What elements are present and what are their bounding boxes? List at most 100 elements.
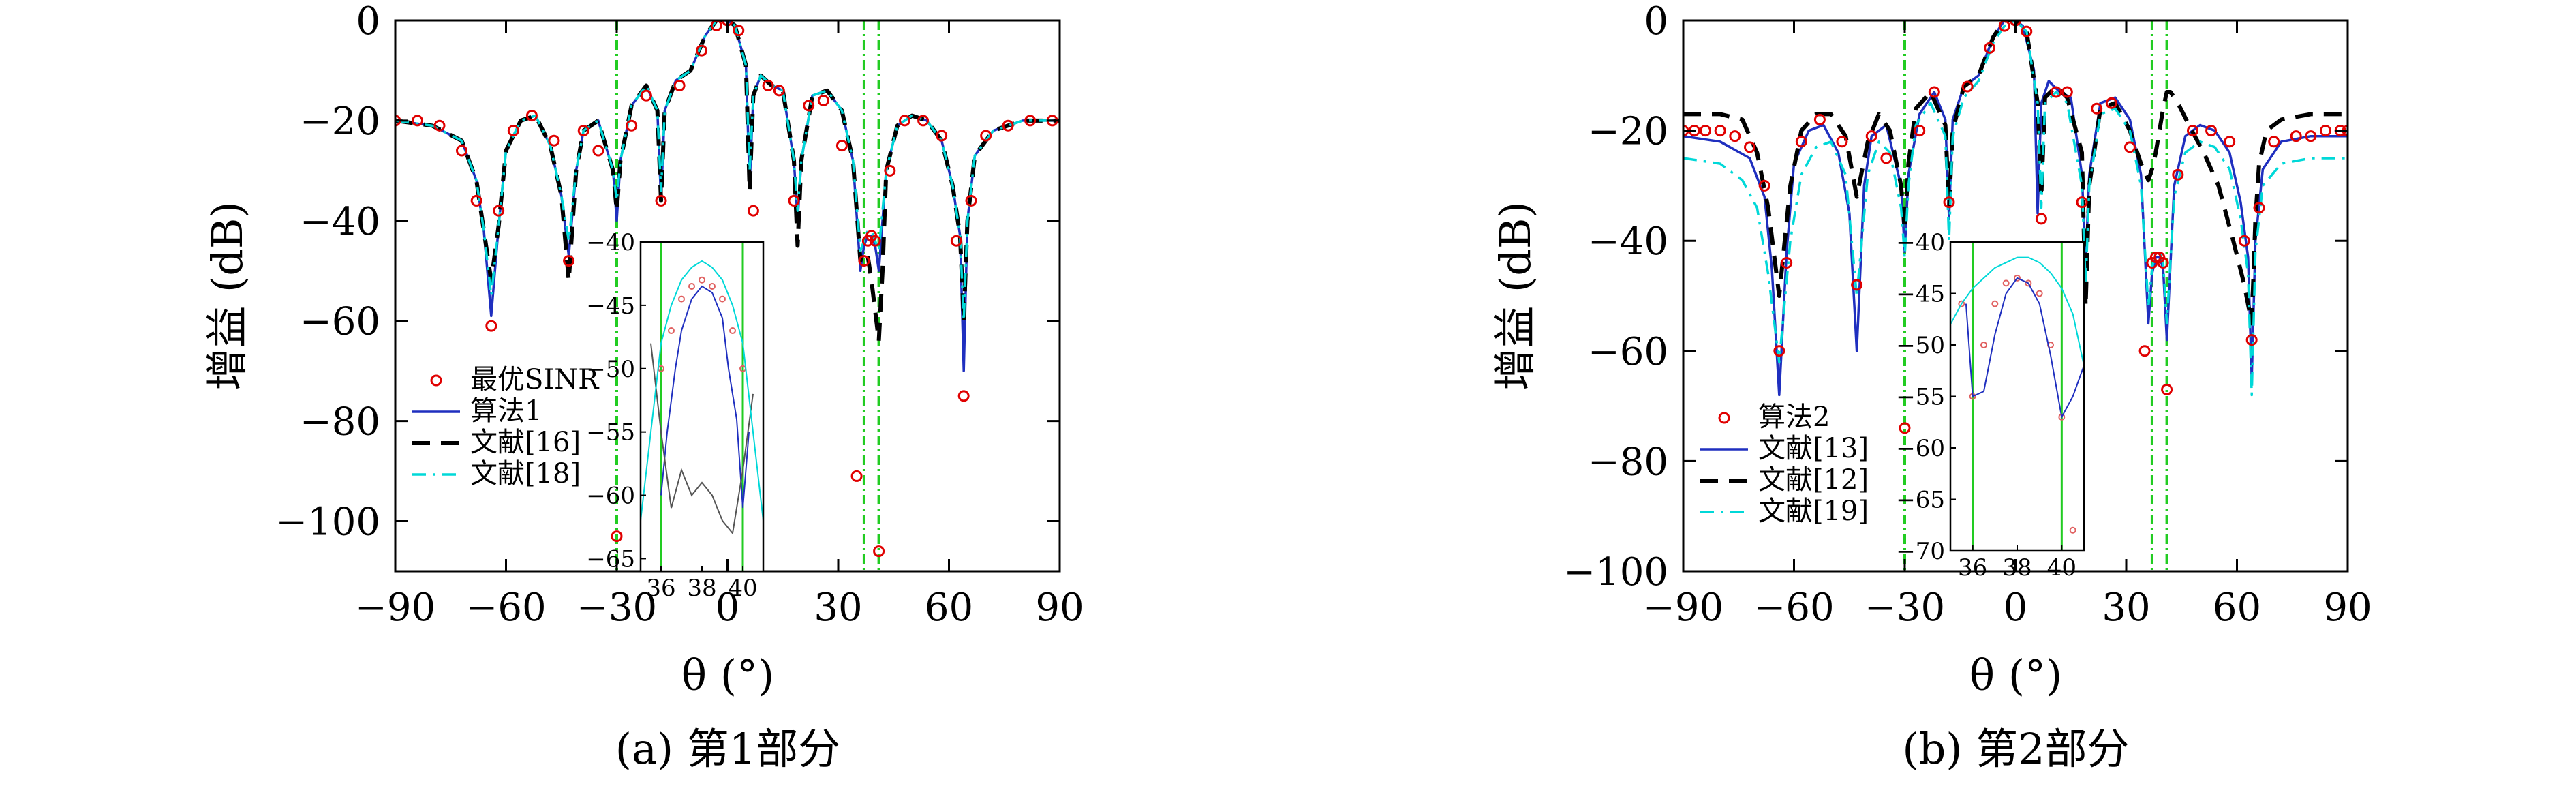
series-point-a-4: [470, 194, 482, 207]
inset-ytick-label-b-5: −65: [1896, 487, 1945, 514]
series-point-a-22: [747, 205, 759, 217]
series-point-b-42: [2245, 334, 2258, 346]
inset-ytick-label-b-0: −40: [1896, 229, 1945, 256]
series-point-b-12: [1851, 279, 1863, 291]
series-point-a-30: [858, 255, 870, 267]
y-ticks-a: 0 −20 −40 −60 −80 −100: [275, 0, 1060, 545]
series-point-b-31: [2138, 345, 2151, 357]
series-point-a-23: [762, 79, 774, 91]
series-point-b-44: [2268, 136, 2280, 148]
series-point-a-11: [577, 125, 589, 137]
x-axis-label-b: θ (°): [1969, 650, 2062, 700]
inset-point-b-0: [1958, 300, 1965, 307]
series-line-a-2: [395, 20, 1060, 344]
inset-xtick-label-b-2: 40: [2047, 554, 2076, 581]
inset-ytick-label-b-1: −45: [1896, 281, 1945, 308]
inset-xtick-label-b-1: 38: [2002, 554, 2031, 581]
series-point-b-25: [2050, 86, 2062, 98]
series-point-a-3: [456, 145, 467, 157]
series-point-b-26: [2061, 86, 2073, 98]
y-tick-label-b-5: −100: [1563, 550, 1668, 594]
series-point-b-4: [1729, 130, 1741, 142]
series-point-a-6: [493, 205, 505, 217]
inset-point-a-3: [688, 283, 695, 290]
x-ticks-a: −90 −60 −30 0 30 60 90: [355, 20, 1084, 630]
series-point-b-41: [2238, 235, 2250, 247]
series-point-b-45: [2290, 130, 2302, 142]
inset-point-b-10: [2069, 526, 2076, 534]
series-point-a-15: [640, 89, 652, 102]
series-point-b-28: [2091, 102, 2103, 115]
inset-ytick-label-a-5: −65: [586, 545, 635, 573]
series-point-a-33: [869, 235, 881, 247]
series-point-b-38: [2187, 125, 2198, 137]
inset-ytick-label-b-3: −55: [1896, 384, 1945, 411]
legend-label-a-3: 文献[18]: [470, 458, 581, 489]
y-tick-label-a-2: −40: [300, 200, 380, 244]
inset-ytick-label-b-4: −60: [1896, 435, 1945, 462]
x-tick-label-b-2: −30: [1865, 586, 1945, 630]
x-axis-label-a: θ (°): [681, 650, 774, 700]
y-tick-label-a-0: 0: [356, 0, 380, 44]
series-point-a-8: [525, 110, 538, 122]
inset-xtick-label-a-1: 38: [687, 575, 716, 602]
series-point-b-15: [1899, 422, 1911, 434]
inset-point-a-7: [729, 327, 736, 335]
series-line-b-2: [1683, 20, 2348, 326]
series-line-b-3: [1683, 20, 2348, 397]
inset-point-a-4: [699, 276, 705, 284]
inset-point-b-6: [2025, 279, 2032, 287]
inset-line-b-1: [1965, 277, 2084, 419]
legend-marker-b-0: [1718, 412, 1730, 424]
series-point-a-36: [899, 115, 910, 127]
series-point-b-6: [1758, 179, 1770, 192]
series-point-b-23: [2021, 25, 2033, 37]
y-axis-label-b: 增益 (dB): [1490, 201, 1540, 390]
y-tick-label-a-3: −60: [300, 300, 380, 344]
series-point-a-44: [1024, 115, 1037, 127]
series-point-a-37: [917, 115, 930, 127]
inset-xtick-label-b-0: 36: [1958, 554, 1987, 581]
inset-point-a-5: [709, 283, 716, 290]
series-point-b-47: [2320, 125, 2331, 137]
series-point-a-43: [1002, 119, 1014, 132]
series-point-b-18: [1943, 196, 1955, 209]
series-point-a-1: [412, 115, 423, 127]
series-point-b-35: [2157, 257, 2169, 269]
inset-line-a-2: [650, 343, 754, 535]
x-tick-label-a-3: 0: [716, 586, 740, 630]
inset-ytick-label-a-2: −50: [586, 356, 635, 383]
x-tick-label-b-0: −90: [1643, 586, 1723, 630]
inset-point-b-7: [2036, 290, 2043, 297]
series-point-b-27: [2076, 196, 2088, 209]
series-point-a-16: [655, 194, 667, 207]
inset-ytick-label-a-3: −55: [586, 419, 635, 447]
series-point-a-2: [433, 119, 446, 132]
x-tick-label-b-1: −60: [1753, 586, 1834, 630]
series-point-a-29: [850, 470, 863, 482]
inset-point-b-4: [2002, 279, 2010, 287]
y-tick-label-b-4: −80: [1588, 440, 1668, 484]
inset-xtick-label-a-2: 40: [728, 575, 757, 602]
legend-label-b-3: 文献[19]: [1758, 496, 1869, 527]
inset-ytick-label-a-4: −60: [586, 483, 635, 510]
y-tick-label-a-4: −80: [300, 400, 380, 444]
series-point-b-24: [2035, 213, 2047, 225]
x-tick-label-a-1: −60: [465, 586, 546, 630]
series-point-b-10: [1813, 113, 1826, 125]
legend-label-a-1: 算法1: [470, 395, 542, 427]
x-tick-label-b-4: 30: [2102, 586, 2150, 630]
series-point-b-39: [2205, 125, 2218, 137]
inset-series-b: [1950, 242, 2084, 551]
x-tick-label-a-4: 30: [814, 586, 862, 630]
x-tick-label-a-0: −90: [355, 586, 435, 630]
x-tick-label-a-5: 60: [925, 586, 973, 630]
series-point-b-8: [1781, 257, 1793, 269]
inset-point-b-2: [1980, 342, 1987, 348]
series-point-a-14: [626, 119, 638, 132]
series-point-b-30: [2123, 141, 2136, 153]
inset-background-a: [641, 242, 763, 571]
inset-xtick-label-a-0: 36: [646, 575, 675, 602]
series-point-b-9: [1795, 136, 1807, 148]
